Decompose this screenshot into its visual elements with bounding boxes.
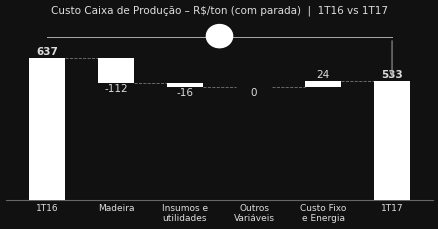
Title: Custo Caixa de Produção – R$/ton (com parada)  |  1T16 vs 1T17: Custo Caixa de Produção – R$/ton (com pa…	[51, 5, 387, 16]
Bar	[98, 58, 134, 83]
Bar	[167, 83, 202, 87]
Text: 24: 24	[316, 70, 329, 80]
Text: -16: -16	[176, 88, 193, 98]
Text: 637: 637	[36, 47, 58, 57]
Text: 0: 0	[250, 88, 257, 98]
Bar	[373, 81, 409, 200]
Text: 533: 533	[380, 70, 402, 80]
Text: -112: -112	[104, 84, 127, 94]
Bar	[304, 81, 340, 87]
Bar	[29, 58, 65, 200]
Ellipse shape	[206, 25, 232, 48]
